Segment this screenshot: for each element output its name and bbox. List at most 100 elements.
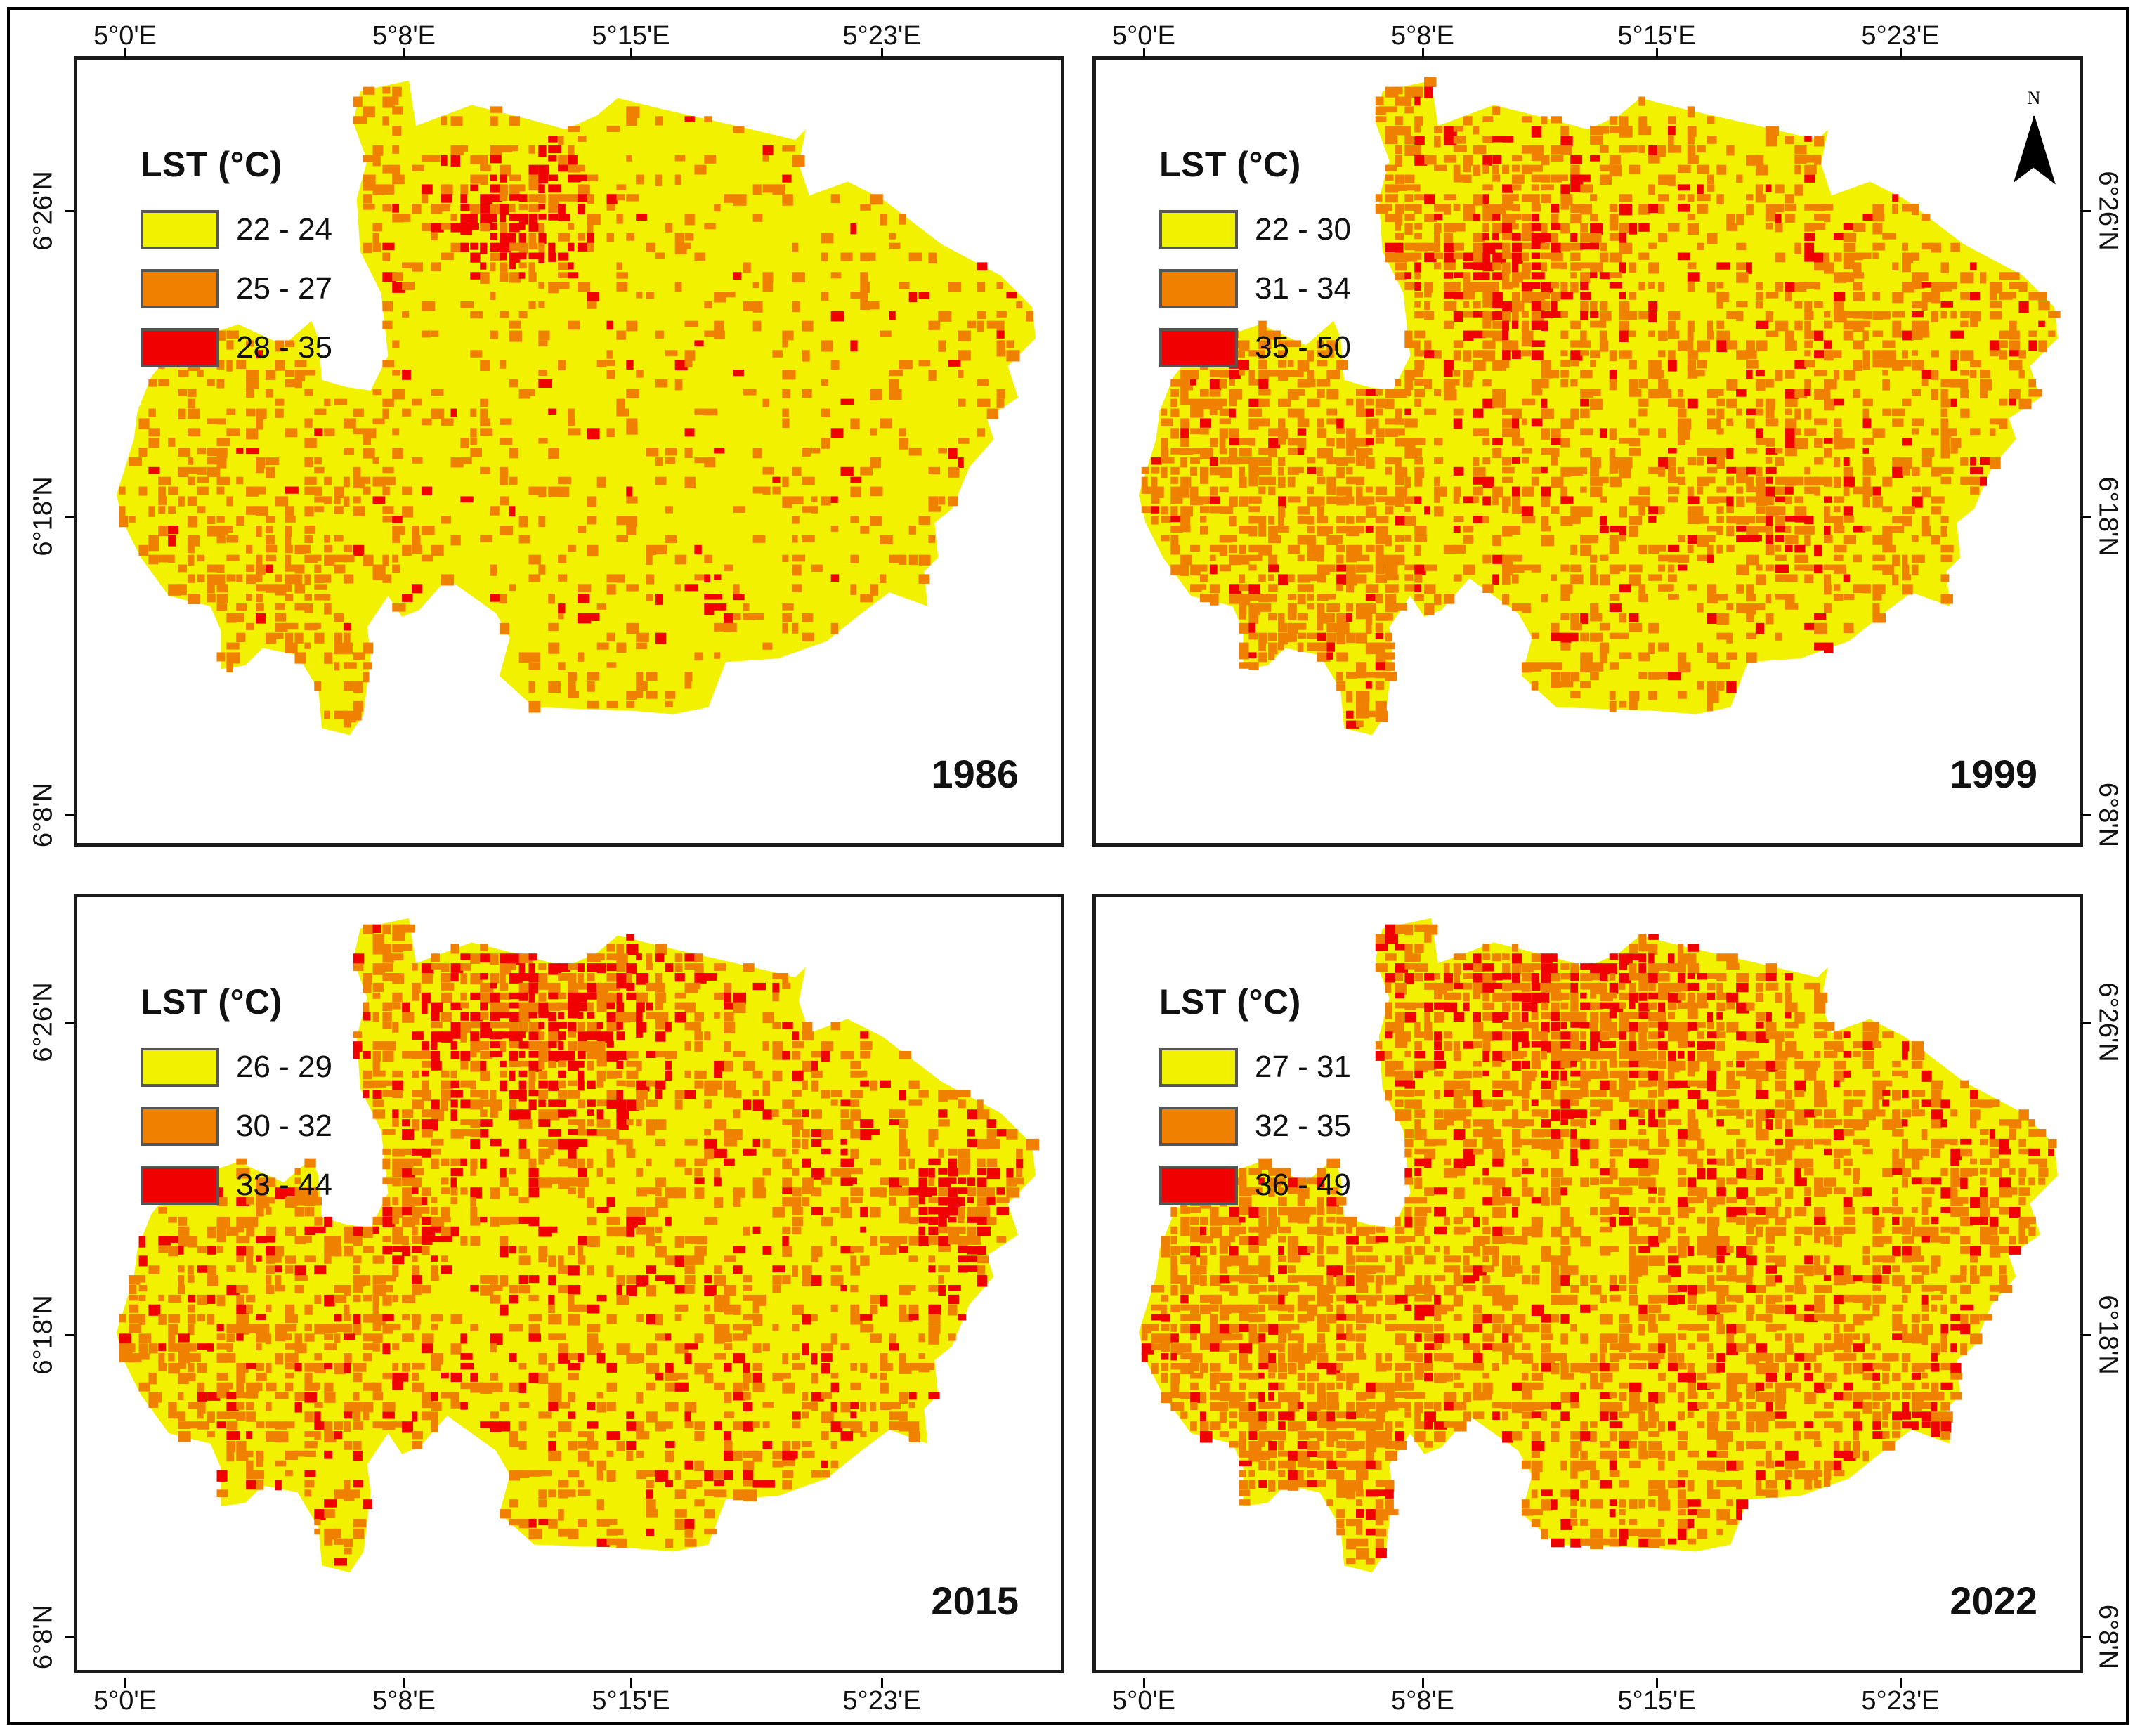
lst-pixel-mid xyxy=(704,457,716,468)
lst-pixel-mid xyxy=(148,379,157,387)
lst-pixel-mid xyxy=(1268,370,1281,377)
lst-pixel-mid xyxy=(490,1216,500,1227)
lst-pixel-mid xyxy=(782,418,790,429)
lst-pixel-mid xyxy=(694,164,707,175)
lst-pixel-mid xyxy=(899,360,913,370)
lst-pixel-mid xyxy=(1385,613,1393,621)
lst-pixel-mid xyxy=(1580,408,1590,419)
lst-pixel-mid xyxy=(1707,476,1716,484)
lst-pixel-mid xyxy=(1385,584,1399,593)
lst-pixel-high xyxy=(840,1138,848,1145)
lst-pixel-mid xyxy=(421,1080,429,1090)
lst-pixel-mid xyxy=(577,1022,585,1031)
lst-pixel-mid xyxy=(1833,350,1842,359)
lst-pixel-mid xyxy=(1658,428,1666,438)
study-area-raster xyxy=(116,918,1040,1573)
lst-pixel-mid xyxy=(1658,204,1665,214)
lst-pixel-mid xyxy=(1775,632,1782,641)
lst-pixel-high xyxy=(1443,242,1455,252)
lst-pixel-mid xyxy=(626,389,640,398)
lst-pixel-mid xyxy=(421,526,435,535)
lst-pixel-mid xyxy=(421,1109,434,1118)
lst-pixel-high xyxy=(986,1119,997,1128)
lst-pixel-mid xyxy=(1629,944,1639,953)
lst-pixel-mid xyxy=(1346,554,1357,563)
lst-pixel-mid xyxy=(626,584,639,592)
lst-pixel-mid xyxy=(1355,720,1364,728)
lst-pixel-mid xyxy=(1326,496,1340,504)
lst-pixel-mid xyxy=(684,1480,697,1489)
lst-pixel-mid xyxy=(304,1411,314,1423)
lst-pixel-mid xyxy=(421,155,433,162)
lst-pixel-mid xyxy=(460,1002,469,1009)
legend-swatch xyxy=(1159,210,1238,249)
lst-pixel-mid xyxy=(1716,301,1723,309)
lst-pixel-high xyxy=(811,1168,825,1180)
lst-pixel-high xyxy=(518,973,533,981)
lst-pixel-mid xyxy=(256,1450,264,1461)
lst-pixel-mid xyxy=(1492,398,1506,408)
lst-pixel-mid xyxy=(265,1226,276,1237)
lst-pixel-mid xyxy=(129,1324,141,1333)
lst-pixel-mid xyxy=(928,1236,939,1245)
lst-pixel-mid xyxy=(1697,603,1704,613)
lst-pixel-high xyxy=(587,1129,599,1136)
lst-pixel-high xyxy=(1755,320,1769,329)
lst-pixel-mid xyxy=(528,1070,536,1082)
lst-pixel-mid xyxy=(1375,700,1387,713)
lst-pixel-mid xyxy=(1307,486,1314,495)
lst-pixel-mid xyxy=(1960,379,1969,389)
lst-pixel-high xyxy=(636,1012,643,1024)
lst-pixel-mid xyxy=(1492,496,1499,506)
lst-pixel-mid xyxy=(1141,506,1154,514)
lst-pixel-mid xyxy=(1463,164,1471,173)
lst-pixel-high xyxy=(772,982,780,993)
lst-pixel-mid xyxy=(1248,603,1260,615)
lst-pixel-mid xyxy=(275,1255,282,1263)
lst-pixel-high xyxy=(548,1080,560,1091)
lst-pixel-mid xyxy=(606,1382,618,1392)
lst-pixel-mid xyxy=(792,535,798,543)
lst-pixel-mid xyxy=(334,710,346,720)
lst-pixel-mid xyxy=(1268,642,1278,655)
lst-pixel-mid xyxy=(801,1275,814,1287)
lst-pixel-high xyxy=(392,1109,399,1119)
lst-pixel-mid xyxy=(1180,398,1192,405)
lst-pixel-mid xyxy=(733,1051,746,1057)
lst-pixel-mid xyxy=(246,1382,259,1394)
lst-pixel-mid xyxy=(840,1402,851,1413)
lst-pixel-mid xyxy=(382,184,395,195)
lst-pixel-high xyxy=(216,1324,224,1332)
lst-pixel-mid xyxy=(538,1148,550,1159)
lst-pixel-mid xyxy=(1414,457,1423,465)
lst-pixel-mid xyxy=(1667,116,1676,124)
lst-pixel-mid xyxy=(275,574,282,582)
legend-label: 25 - 27 xyxy=(236,271,332,306)
lst-pixel-high xyxy=(1492,272,1504,280)
lst-pixel-mid xyxy=(392,1168,405,1177)
lst-pixel-mid xyxy=(1258,652,1267,663)
lst-pixel-mid xyxy=(1765,418,1779,427)
lst-pixel-mid xyxy=(490,292,496,301)
lst-pixel-mid xyxy=(285,622,299,630)
lst-pixel-mid xyxy=(1355,496,1369,506)
lst-pixel-mid xyxy=(1531,632,1539,639)
lst-pixel-mid xyxy=(762,282,774,292)
lst-pixel-high xyxy=(1511,262,1519,274)
lst-pixel-mid xyxy=(412,1372,419,1381)
lst-pixel-mid xyxy=(490,116,498,126)
lst-pixel-high xyxy=(1619,973,1631,984)
lst-pixel-mid xyxy=(1414,301,1421,308)
lst-pixel-mid xyxy=(256,1206,264,1217)
lst-pixel-mid xyxy=(538,282,544,289)
lst-pixel-mid xyxy=(1785,603,1799,610)
lst-pixel-mid xyxy=(187,1353,201,1362)
lst-pixel-mid xyxy=(382,301,393,312)
lst-pixel-mid xyxy=(646,574,655,585)
lst-pixel-mid xyxy=(363,1226,373,1238)
lst-pixel-mid xyxy=(792,554,806,562)
lst-pixel-mid xyxy=(568,1470,580,1478)
lst-pixel-mid xyxy=(460,1236,468,1246)
lst-pixel-mid xyxy=(1170,496,1183,504)
lst-pixel-high xyxy=(441,155,448,167)
